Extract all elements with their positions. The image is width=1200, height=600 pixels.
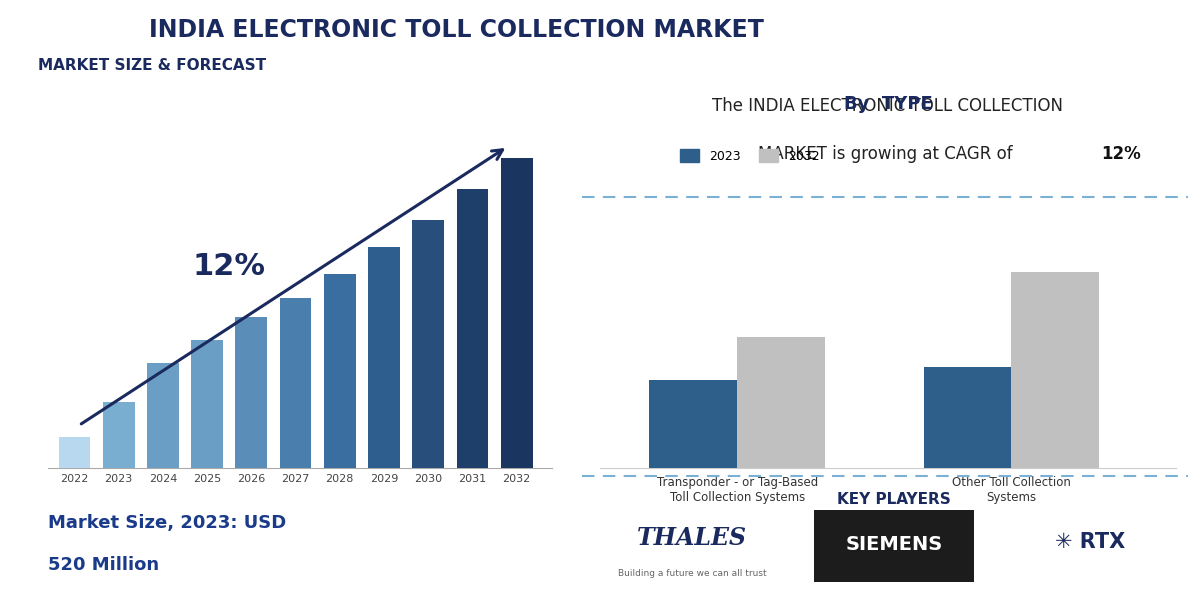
- Text: 12%: 12%: [193, 252, 265, 281]
- Bar: [103, 402, 134, 468]
- Bar: [280, 298, 312, 468]
- Text: THALES: THALES: [637, 526, 748, 550]
- Bar: [235, 317, 268, 468]
- Bar: [368, 247, 400, 468]
- Text: By  TYPE: By TYPE: [844, 95, 932, 113]
- Bar: [1012, 272, 1099, 468]
- Text: Building a future we can all trust: Building a future we can all trust: [618, 569, 767, 578]
- Text: INDIA ELECTRONIC TOLL COLLECTION MARKET: INDIA ELECTRONIC TOLL COLLECTION MARKET: [149, 18, 763, 42]
- Bar: [500, 158, 533, 468]
- Bar: [649, 380, 737, 468]
- Bar: [59, 437, 90, 468]
- Text: SIEMENS: SIEMENS: [845, 535, 943, 554]
- Bar: [456, 189, 488, 468]
- Text: The INDIA ELECTRONIC TOLL COLLECTION: The INDIA ELECTRONIC TOLL COLLECTION: [713, 97, 1063, 115]
- Bar: [324, 274, 355, 468]
- Text: MARKET is growing at CAGR of: MARKET is growing at CAGR of: [758, 145, 1018, 163]
- Text: Market Size, 2023: USD: Market Size, 2023: USD: [48, 514, 287, 532]
- Bar: [148, 364, 179, 468]
- Text: KEY PLAYERS: KEY PLAYERS: [838, 492, 950, 507]
- Bar: [191, 340, 223, 468]
- Text: MARKET SIZE & FORECAST: MARKET SIZE & FORECAST: [38, 58, 266, 73]
- Bar: [924, 367, 1012, 468]
- Text: 520 Million: 520 Million: [48, 556, 160, 574]
- Text: 12%: 12%: [1102, 145, 1141, 163]
- Text: ✳ RTX: ✳ RTX: [1055, 532, 1124, 553]
- FancyBboxPatch shape: [815, 510, 973, 582]
- Bar: [737, 337, 824, 468]
- Bar: [413, 220, 444, 468]
- Legend: 2023, 2032: 2023, 2032: [676, 144, 824, 168]
